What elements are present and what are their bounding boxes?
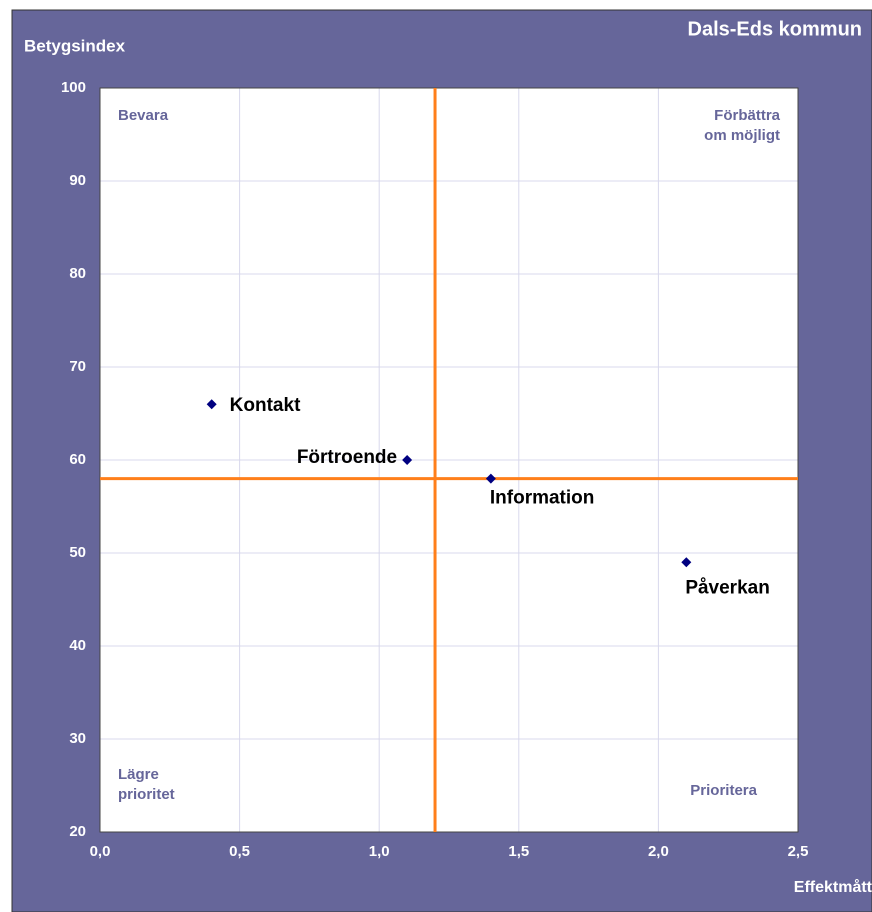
- y-tick-label: 80: [69, 265, 86, 282]
- plot-border: [99, 87, 799, 833]
- quadrant-label: prioritet: [118, 786, 175, 803]
- x-tick-label: 2,5: [788, 843, 809, 860]
- quadrant-label: Förbättra: [714, 107, 780, 124]
- data-label: Information: [490, 488, 595, 509]
- point: [485, 473, 496, 484]
- chart-title: Dals-Eds kommun: [688, 18, 862, 40]
- x-tick-label: 1,0: [369, 843, 390, 860]
- y-tick-label: 30: [69, 730, 86, 747]
- x-tick-label: 2,0: [648, 843, 669, 860]
- y-tick-label: 100: [61, 79, 86, 96]
- data-label: Förtroende: [297, 447, 397, 468]
- y-tick-label: 90: [69, 172, 86, 189]
- x-axis-label: Effektmått: [794, 878, 872, 896]
- y-tick-label: 20: [69, 823, 86, 840]
- quadrant-label: Bevara: [118, 107, 169, 124]
- y-tick-label: 50: [69, 544, 86, 561]
- y-tick-label: 40: [69, 637, 86, 654]
- quadrant-label: Prioritera: [690, 782, 757, 799]
- point: [206, 399, 217, 410]
- quadrant-label: om möjligt: [704, 127, 780, 144]
- point: [402, 455, 413, 465]
- data-label: Kontakt: [230, 395, 301, 416]
- data-label: Påverkan: [685, 577, 770, 598]
- x-tick-label: 0,0: [90, 843, 111, 860]
- point: [681, 557, 692, 568]
- y-axis-label: Betygsindex: [24, 36, 126, 55]
- x-tick-label: 1,5: [508, 843, 529, 860]
- y-tick-label: 70: [69, 358, 86, 375]
- y-tick-label: 60: [69, 451, 86, 468]
- x-tick-label: 0,5: [229, 843, 250, 860]
- quadrant-label: Lägre: [118, 766, 159, 783]
